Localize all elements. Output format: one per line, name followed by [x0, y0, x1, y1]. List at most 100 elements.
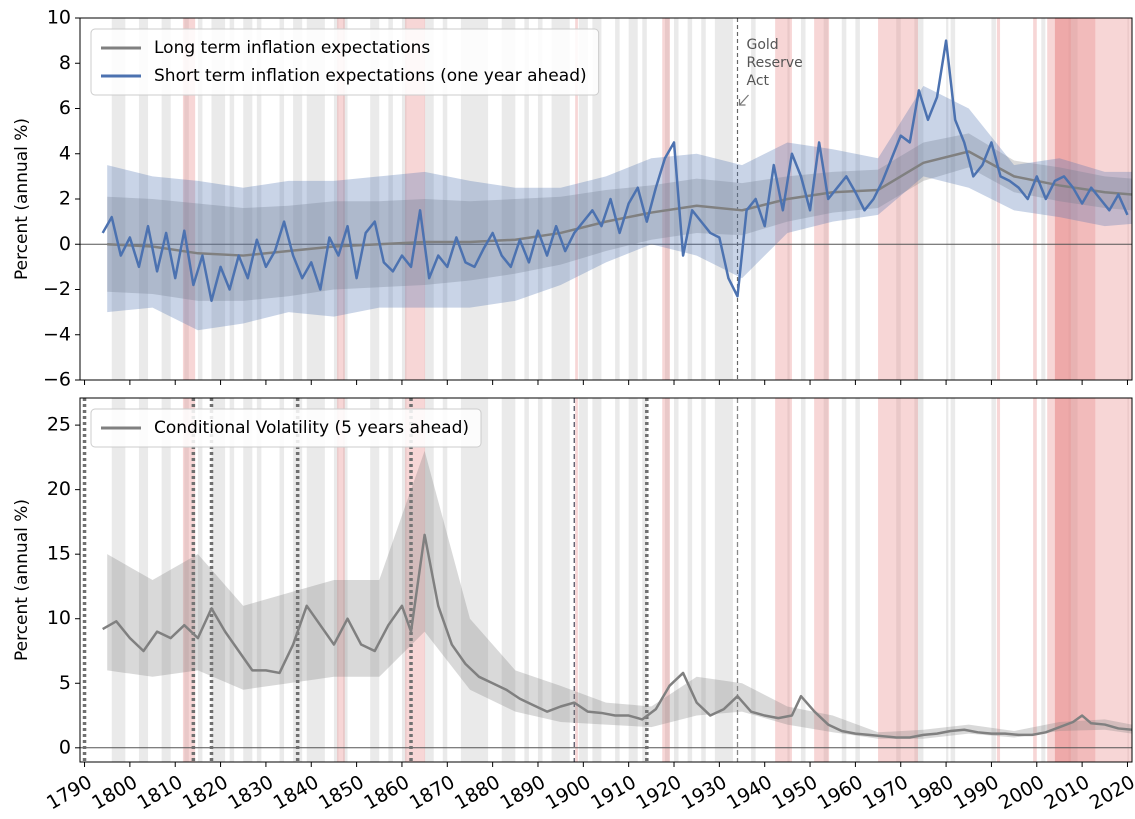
confidence-band	[107, 85, 1132, 331]
recession-span	[256, 18, 262, 380]
x-tick-label: 1900	[542, 771, 595, 814]
legend-label: Long term inflation expectations	[154, 38, 430, 58]
recession-span	[701, 398, 706, 762]
recession-span	[714, 18, 733, 380]
war-span	[996, 398, 1001, 762]
war-span	[405, 18, 426, 380]
recession-span	[460, 398, 489, 762]
recession-span	[343, 398, 348, 762]
recession-span	[111, 398, 126, 762]
series-line	[107, 150, 1132, 257]
war-span	[878, 398, 918, 762]
recession-span	[578, 398, 588, 762]
recession-span	[800, 398, 806, 762]
x-tick-label: 1880	[451, 771, 504, 814]
y-axis-label: Percent (annual %)	[12, 118, 32, 280]
recession-span	[664, 18, 670, 380]
y-tick-label: 10	[47, 7, 71, 29]
war-span	[1054, 398, 1096, 762]
recession-span	[751, 18, 756, 380]
recession-span	[991, 398, 996, 762]
recession-span	[256, 398, 262, 762]
war-span	[1047, 18, 1132, 380]
recession-span	[388, 18, 393, 380]
recession-span	[111, 18, 126, 380]
legend-label: Short term inflation expectations (one y…	[154, 66, 587, 86]
legend-label: Conditional Volatility (5 years ahead)	[154, 418, 469, 438]
y-tick-label: 0	[59, 736, 71, 758]
recession-span	[950, 18, 956, 380]
war-span	[575, 18, 578, 380]
x-tick-label: 1970	[859, 771, 912, 814]
recession-span	[896, 398, 901, 762]
recession-span	[442, 18, 448, 380]
x-tick-label: 2020	[1086, 771, 1135, 814]
annotation-text: Reserve	[747, 55, 803, 71]
recession-span	[855, 398, 860, 762]
war-span	[775, 398, 792, 762]
war-span	[996, 18, 1001, 380]
y-tick-label: 0	[59, 233, 71, 255]
recession-span	[537, 398, 543, 762]
recession-span	[279, 18, 285, 380]
x-tick-label: 1850	[315, 771, 368, 814]
x-tick-label: 2000	[995, 771, 1048, 814]
x-tick-label: 1890	[496, 771, 549, 814]
legend-box	[90, 28, 600, 96]
annotation-arrow	[738, 94, 749, 106]
recession-span	[184, 398, 189, 762]
recession-span	[424, 18, 434, 380]
y-axis-label: Percent (annual %)	[12, 499, 32, 661]
recession-span	[751, 398, 756, 762]
recession-span	[592, 398, 602, 762]
recession-span	[370, 18, 380, 380]
recession-span	[674, 398, 679, 762]
war-span	[662, 398, 670, 762]
recession-span	[551, 18, 570, 380]
recession-span	[615, 18, 620, 380]
recession-span	[946, 398, 949, 762]
series-line	[102, 533, 1132, 739]
recession-span	[243, 398, 253, 762]
war-span	[337, 398, 345, 762]
recession-span	[370, 398, 380, 762]
recession-span	[674, 18, 679, 380]
recession-span	[1127, 398, 1129, 762]
recession-span	[501, 18, 516, 380]
x-tick-label: 1990	[950, 771, 1003, 814]
recession-span	[197, 398, 203, 762]
recession-span	[914, 398, 924, 762]
recession-span	[914, 18, 924, 380]
recession-span	[279, 398, 285, 762]
recession-span	[896, 18, 901, 380]
x-tick-label: 1960	[814, 771, 867, 814]
war-span	[575, 398, 578, 762]
x-tick-label: 1790	[43, 771, 96, 814]
war-span	[878, 18, 918, 380]
recession-span	[401, 398, 407, 762]
recession-span	[293, 18, 303, 380]
recession-span	[950, 398, 956, 762]
recession-span	[628, 18, 638, 380]
war-span	[1054, 398, 1071, 762]
recession-span	[501, 398, 516, 762]
war-span	[814, 18, 830, 380]
x-tick-label: 1840	[270, 771, 323, 814]
war-span	[182, 18, 196, 380]
recession-span	[537, 18, 543, 380]
y-tick-label: −4	[43, 323, 71, 345]
annotation-text: Gold	[747, 37, 779, 53]
recession-span	[138, 398, 149, 762]
recession-span	[687, 18, 693, 380]
x-tick-label: 2010	[1041, 771, 1094, 814]
x-tick-label: 1870	[406, 771, 459, 814]
x-tick-label: 1980	[905, 771, 958, 814]
y-tick-label: 4	[59, 142, 71, 164]
y-tick-label: 2	[59, 188, 71, 210]
x-tick-label: 1920	[632, 771, 685, 814]
recession-span	[243, 18, 253, 380]
recession-span	[642, 398, 647, 762]
recession-span	[229, 398, 235, 762]
recession-span	[306, 398, 325, 762]
war-span	[1054, 18, 1071, 380]
